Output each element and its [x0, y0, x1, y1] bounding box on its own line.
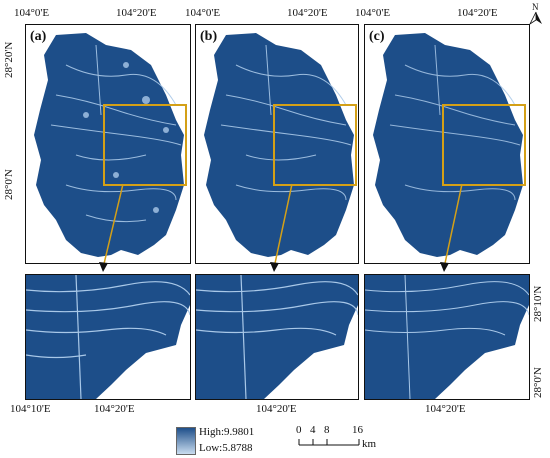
scale-bar-graphic [298, 439, 360, 446]
study-area-map [204, 33, 357, 257]
right-lat-label: 28°10'N [532, 285, 544, 322]
map-panel-b: (b) [195, 24, 359, 264]
scale-tick-label: 4 [310, 424, 316, 436]
map-panel-a: (a) [25, 24, 191, 264]
top-lon-label: 104°0'E [185, 7, 221, 19]
top-lon-label: 104°20'E [457, 7, 498, 19]
map-panel-c: (c) [364, 24, 530, 264]
zoom-panel-b [195, 274, 359, 400]
scale-unit-label: km [362, 438, 377, 450]
top-lon-label: 104°0'E [355, 7, 391, 19]
zoomed-map [365, 275, 529, 399]
top-lon-label: 104°0'E [14, 7, 50, 19]
right-lat-label: 28°0'N [532, 367, 544, 398]
inset-box [442, 104, 526, 186]
inset-box [103, 104, 187, 186]
bottom-lon-label: 104°20'E [256, 403, 297, 415]
top-lon-label: 104°20'E [287, 7, 328, 19]
north-arrow: N [526, 2, 546, 26]
legend-high-label: High:9.9801 [199, 426, 255, 438]
scale-tick-label: 8 [324, 424, 330, 436]
scale-tick-label: 0 [296, 424, 302, 436]
zoomed-map [26, 275, 190, 399]
panel-label: (b) [200, 29, 218, 44]
zoom-panel-a [25, 274, 191, 400]
study-area-map [34, 33, 187, 257]
legend-color-ramp [176, 427, 196, 455]
bottom-lon-label: 104°20'E [94, 403, 135, 415]
zoom-panel-c [364, 274, 530, 400]
left-lat-label: 28°20'N [3, 41, 15, 78]
panel-label: (a) [30, 29, 47, 44]
zoomed-map [196, 275, 358, 399]
bottom-lon-label: 104°20'E [425, 403, 466, 415]
study-area-map [373, 33, 526, 257]
left-lat-label: 28°0'N [3, 169, 15, 200]
north-arrow-label: N [532, 2, 539, 12]
inset-box [273, 104, 357, 186]
scale-bar: 0 4 8 16 km [292, 425, 392, 455]
north-arrow-icon [528, 11, 542, 26]
panel-label: (c) [369, 29, 385, 44]
scale-tick-label: 16 [352, 424, 363, 436]
bottom-lon-label: 104°10'E [10, 403, 51, 415]
legend-low-label: Low:5.8788 [199, 442, 253, 454]
top-lon-label: 104°20'E [116, 7, 157, 19]
